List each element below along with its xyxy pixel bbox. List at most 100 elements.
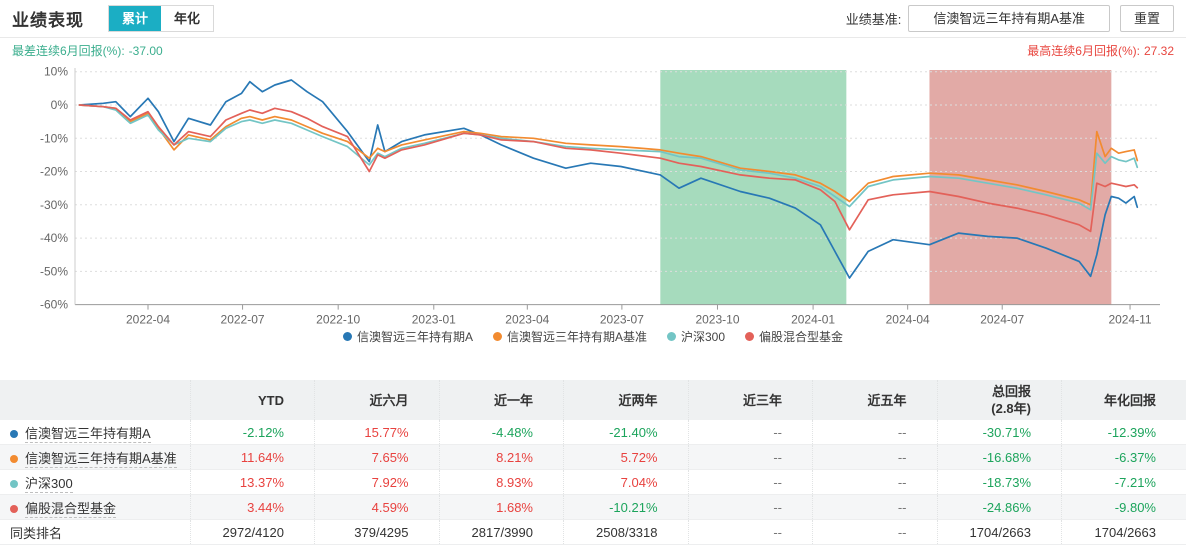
worst-6m-value: -37.00 bbox=[129, 44, 163, 58]
x-tick-label: 2023-10 bbox=[695, 313, 739, 324]
legend-item[interactable]: 信澳智远三年持有期A基准 bbox=[493, 328, 647, 345]
column-header: 近三年 bbox=[688, 380, 813, 420]
series-dot-icon bbox=[10, 455, 18, 463]
table-cell: -- bbox=[688, 495, 813, 520]
legend-item[interactable]: 偏股混合型基金 bbox=[745, 328, 843, 345]
table-cell: 11.64% bbox=[190, 445, 315, 470]
column-header: 近两年 bbox=[564, 380, 689, 420]
column-header: 近五年 bbox=[813, 380, 938, 420]
worst-6m-return: 最差连续6月回报(%):-37.00 bbox=[12, 42, 163, 59]
x-tick-label: 2022-07 bbox=[221, 313, 265, 324]
legend-label: 沪深300 bbox=[681, 328, 725, 345]
table-cell: 1.68% bbox=[439, 495, 564, 520]
table-cell: -- bbox=[813, 445, 938, 470]
table-cell: 7.04% bbox=[564, 470, 689, 495]
series-dot-icon bbox=[10, 505, 18, 513]
table-cell: 13.37% bbox=[190, 470, 315, 495]
y-tick-label: -60% bbox=[40, 298, 68, 312]
table-cell: 8.21% bbox=[439, 445, 564, 470]
row-label[interactable]: 信澳智远三年持有期A bbox=[0, 420, 190, 445]
table-cell: -- bbox=[688, 470, 813, 495]
series-dot-icon bbox=[10, 480, 18, 488]
row-label[interactable]: 沪深300 bbox=[0, 470, 190, 495]
table-cell: -10.21% bbox=[564, 495, 689, 520]
y-tick-label: -40% bbox=[40, 231, 68, 245]
legend-label: 信澳智远三年持有期A bbox=[357, 328, 473, 345]
page-title: 业绩表现 bbox=[12, 6, 84, 31]
legend-item[interactable]: 信澳智远三年持有期A bbox=[343, 328, 473, 345]
legend-dot-icon bbox=[493, 332, 502, 341]
table-cell: 15.77% bbox=[315, 420, 440, 445]
row-label-text: 沪深300 bbox=[25, 476, 73, 493]
table-row: 信澳智远三年持有期A-2.12%15.77%-4.48%-21.40%-----… bbox=[0, 420, 1186, 445]
table-cell: -- bbox=[813, 420, 938, 445]
legend-dot-icon bbox=[745, 332, 754, 341]
best-6m-value: 27.32 bbox=[1144, 44, 1174, 58]
table-cell: -30.71% bbox=[937, 420, 1062, 445]
column-header: 近六月 bbox=[315, 380, 440, 420]
tab-annualized[interactable]: 年化 bbox=[161, 6, 213, 31]
table-cell: -21.40% bbox=[564, 420, 689, 445]
best-6m-return: 最高连续6月回报(%): 27.32 bbox=[1027, 42, 1174, 59]
column-header: 年化回报 bbox=[1062, 380, 1186, 420]
table-cell: 7.65% bbox=[315, 445, 440, 470]
y-tick-label: -10% bbox=[40, 131, 68, 145]
legend-label: 信澳智远三年持有期A基准 bbox=[507, 328, 647, 345]
legend-label: 偏股混合型基金 bbox=[759, 328, 843, 345]
toolbar: 业绩表现 累计 年化 业绩基准: 信澳智远三年持有期A基准 重置 bbox=[0, 0, 1186, 38]
rolling-return-stats: 最差连续6月回报(%):-37.00 最高连续6月回报(%): 27.32 bbox=[0, 38, 1186, 60]
series-dot-icon bbox=[10, 430, 18, 438]
table-cell: -24.86% bbox=[937, 495, 1062, 520]
legend-dot-icon bbox=[343, 332, 352, 341]
x-tick-label: 2023-07 bbox=[600, 313, 644, 324]
table-cell: -16.68% bbox=[937, 445, 1062, 470]
table-cell: -6.37% bbox=[1062, 445, 1186, 470]
column-header: 总回报 (2.8年) bbox=[937, 380, 1062, 420]
legend-item[interactable]: 沪深300 bbox=[667, 328, 725, 345]
x-tick-label: 2024-01 bbox=[791, 313, 835, 324]
row-label[interactable]: 偏股混合型基金 bbox=[0, 495, 190, 520]
row-label-text: 信澳智远三年持有期A基准 bbox=[25, 451, 177, 468]
y-tick-label: 0% bbox=[51, 98, 69, 112]
table-cell: -- bbox=[813, 495, 938, 520]
column-header: 近一年 bbox=[439, 380, 564, 420]
benchmark-label: 业绩基准: bbox=[846, 9, 902, 28]
x-tick-label: 2023-04 bbox=[505, 313, 549, 324]
performance-chart[interactable]: 10% 0% -10% -20% -30% -40% -50% -60% 2022-04 2022… bbox=[0, 60, 1186, 348]
table-cell: -12.39% bbox=[1062, 420, 1186, 445]
table-cell: 7.92% bbox=[315, 470, 440, 495]
period-mode-tabs: 累计 年化 bbox=[108, 5, 214, 32]
x-tick-label: 2023-01 bbox=[412, 313, 456, 324]
table-cell: -- bbox=[688, 445, 813, 470]
tab-cumulative[interactable]: 累计 bbox=[109, 6, 161, 31]
table-cell: -- bbox=[688, 420, 813, 445]
table-cell: -18.73% bbox=[937, 470, 1062, 495]
best-6m-label: 最高连续6月回报(%): bbox=[1027, 44, 1140, 58]
table-cell: 3.44% bbox=[190, 495, 315, 520]
y-tick-label: -50% bbox=[40, 264, 68, 278]
x-tick-label: 2022-04 bbox=[126, 313, 170, 324]
x-tick-label: 2024-07 bbox=[980, 313, 1024, 324]
table-cell: 4.59% bbox=[315, 495, 440, 520]
column-header: YTD bbox=[190, 380, 315, 420]
y-tick-label: -20% bbox=[40, 165, 68, 179]
legend-dot-icon bbox=[667, 332, 676, 341]
chart-legend: 信澳智远三年持有期A 信澳智远三年持有期A基准 沪深300 偏股混合型基金 bbox=[0, 324, 1186, 348]
y-tick-label: -30% bbox=[40, 198, 68, 212]
table-cell: -2.12% bbox=[190, 420, 315, 445]
highlight-band bbox=[660, 70, 846, 305]
row-label-text: 同类排名 bbox=[10, 526, 62, 541]
benchmark-select[interactable]: 信澳智远三年持有期A基准 bbox=[908, 5, 1110, 32]
performance-chart-svg[interactable]: 10% 0% -10% -20% -30% -40% -50% -60% 2022-04 2022… bbox=[0, 60, 1186, 324]
x-tick-label: 2024-11 bbox=[1108, 313, 1151, 324]
x-tick-label: 2022-10 bbox=[316, 313, 360, 324]
table-cell: -- bbox=[813, 470, 938, 495]
reset-button[interactable]: 重置 bbox=[1120, 5, 1174, 32]
y-tick-label: 10% bbox=[44, 65, 68, 79]
row-label[interactable]: 信澳智远三年持有期A基准 bbox=[0, 445, 190, 470]
row-label-text: 信澳智远三年持有期A bbox=[25, 426, 151, 443]
